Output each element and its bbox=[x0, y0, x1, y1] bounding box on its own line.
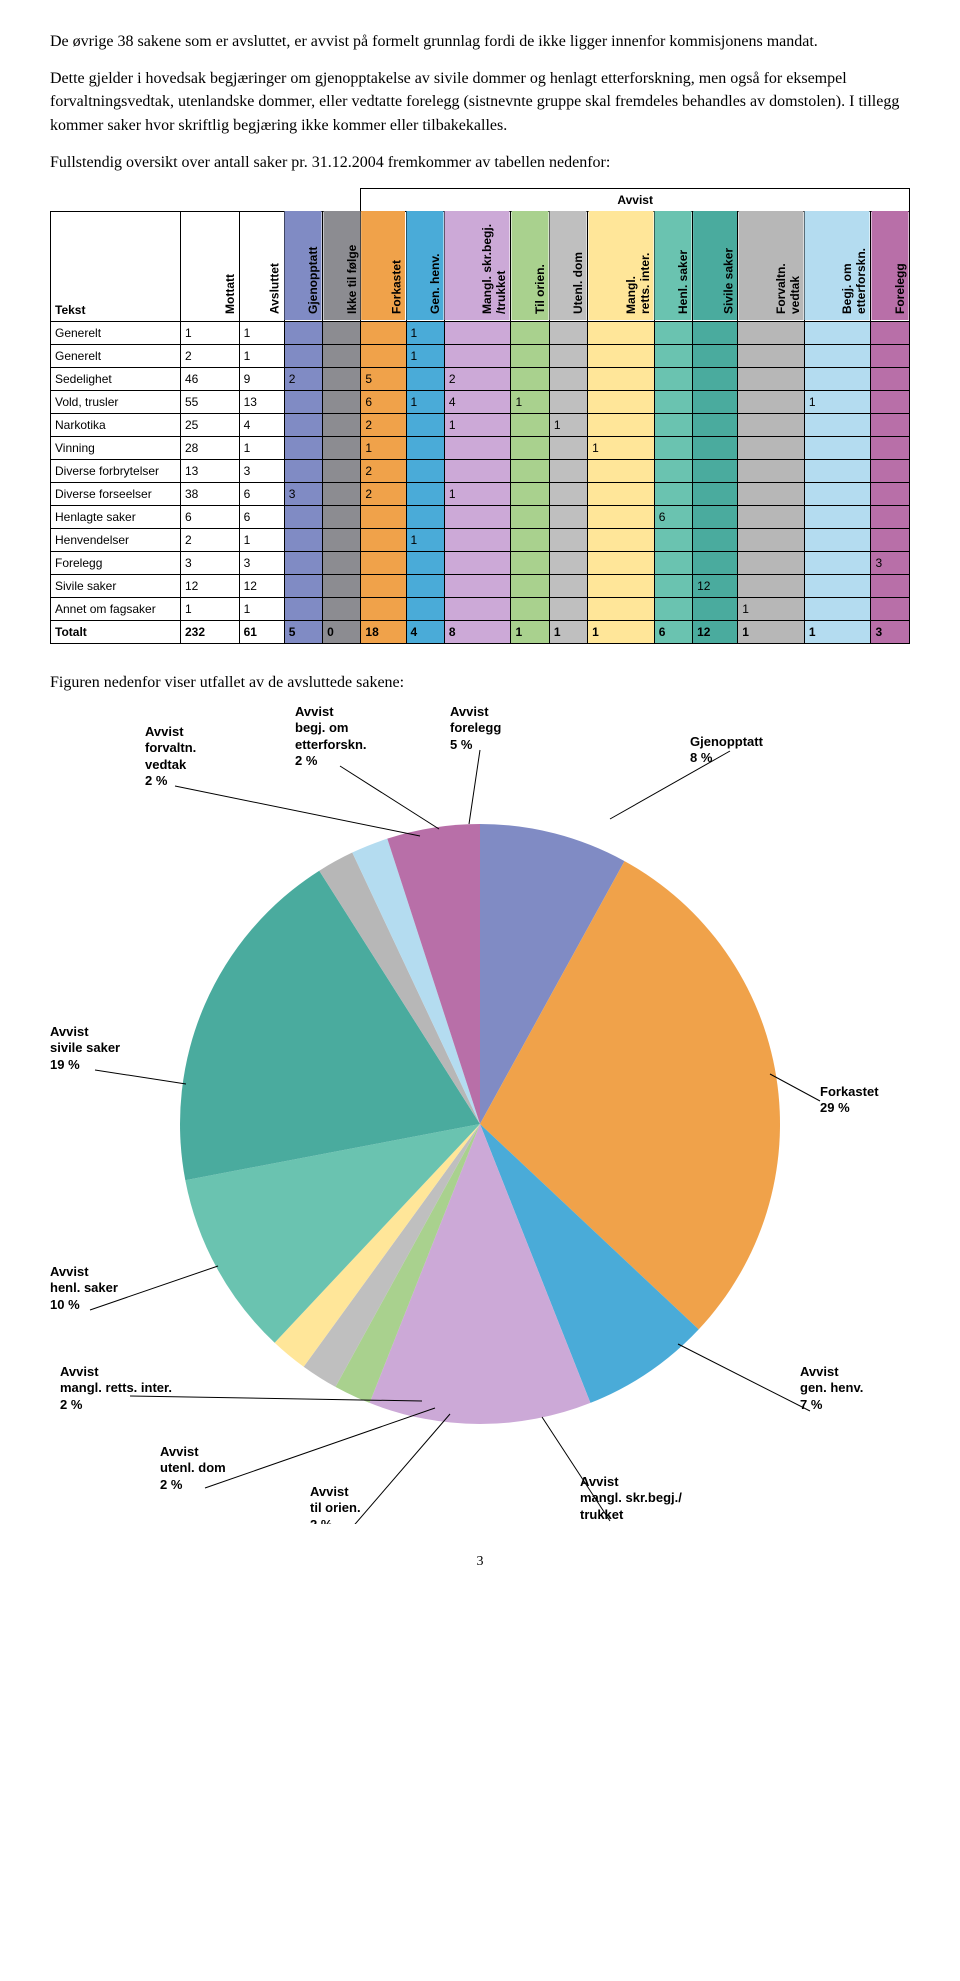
avvist-group-header: Avvist bbox=[361, 188, 910, 211]
pie-label: Avvist forelegg 5 % bbox=[450, 704, 650, 753]
table-row: Narkotika254211 bbox=[51, 413, 910, 436]
col-mottatt: Mottatt bbox=[181, 211, 240, 321]
pie-label: Avvist utenl. dom 2 % bbox=[160, 1444, 360, 1493]
pie-label: Avvist mangl. skr.begj./ trukket 12 % bbox=[580, 1474, 780, 1524]
col-7: Mangl. retts. inter. bbox=[588, 211, 655, 321]
figure-caption: Figuren nedenfor viser utfallet av de av… bbox=[50, 674, 910, 692]
col-8: Henl. saker bbox=[654, 211, 692, 321]
pie-label: Avvist mangl. retts. inter. 2 % bbox=[60, 1364, 260, 1413]
col-6: Utenl. dom bbox=[549, 211, 587, 321]
col-4: Mangl. skr.begj. /trukket bbox=[444, 211, 511, 321]
cases-table: Avvist TekstMottattAvsluttetGjenopptattI… bbox=[50, 188, 910, 644]
col-5: Til orien. bbox=[511, 211, 549, 321]
pie-label: Avvist gen. henv. 7 % bbox=[800, 1364, 910, 1413]
table-row: Henvendelser211 bbox=[51, 528, 910, 551]
table-row: Annet om fagsaker111 bbox=[51, 597, 910, 620]
para-2: Dette gjelder i hovedsak begjæringer om … bbox=[50, 67, 910, 137]
pie-label: Avvist henl. saker 10 % bbox=[50, 1264, 250, 1313]
para-3: Fullstendig oversikt over antall saker p… bbox=[50, 151, 910, 174]
table-row: Generelt211 bbox=[51, 344, 910, 367]
col-2: Forkastet bbox=[361, 211, 406, 321]
col-9: Sivile saker bbox=[693, 211, 738, 321]
table-row: Totalt23261501848111612113 bbox=[51, 620, 910, 643]
col-11: Begj. om etterforskn. bbox=[804, 211, 871, 321]
col-12: Forelegg bbox=[871, 211, 910, 321]
col-1: Ikke til følge bbox=[323, 211, 361, 321]
para-1: De øvrige 38 sakene som er avsluttet, er… bbox=[50, 30, 910, 53]
table-row: Sivile saker121212 bbox=[51, 574, 910, 597]
pie-label: Avvist sivile saker 19 % bbox=[50, 1024, 250, 1073]
col-3: Gen. henv. bbox=[406, 211, 444, 321]
col-avsluttet: Avsluttet bbox=[239, 211, 284, 321]
pie-label: Gjenopptatt 8 % bbox=[690, 734, 890, 767]
col-0: Gjenopptatt bbox=[284, 211, 322, 321]
table-row: Sedelighet469252 bbox=[51, 367, 910, 390]
table-row: Diverse forbrytelser1332 bbox=[51, 459, 910, 482]
col-tekst: Tekst bbox=[51, 211, 181, 321]
table-row: Generelt111 bbox=[51, 321, 910, 344]
table-row: Diverse forseelser386321 bbox=[51, 482, 910, 505]
table-row: Forelegg333 bbox=[51, 551, 910, 574]
pie-chart: Gjenopptatt 8 % Forkastet 29 % Avvist gen.… bbox=[50, 704, 910, 1524]
page-number: 3 bbox=[50, 1554, 910, 1570]
col-10: Forvaltn. vedtak bbox=[738, 211, 805, 321]
table-row: Vold, trusler551361411 bbox=[51, 390, 910, 413]
table-row: Vinning28111 bbox=[51, 436, 910, 459]
pie-label: Forkastet 29 % bbox=[820, 1084, 910, 1117]
table-row: Henlagte saker666 bbox=[51, 505, 910, 528]
